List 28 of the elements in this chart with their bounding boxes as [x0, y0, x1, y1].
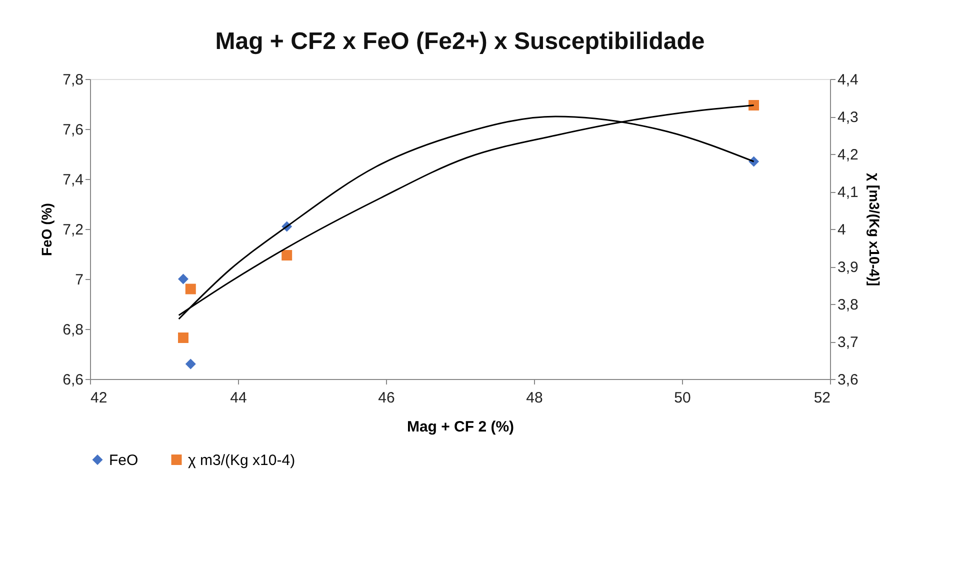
legend-label: FeO [109, 452, 138, 469]
y2-tick-label: 3,6 [838, 372, 858, 388]
y-tick-label: 7 [75, 272, 84, 288]
y-axis-title: FeO (%) [38, 203, 55, 256]
y2-tick-label: 4,3 [838, 109, 858, 126]
y2-tick-label: 4,2 [838, 146, 858, 164]
x-tick-label: 44 [230, 390, 247, 406]
y2-axis-title: χ [m3/(Kg x10-4)] [866, 172, 882, 286]
x-tick-label: 48 [526, 390, 543, 406]
y-tick-label: 7,6 [62, 122, 84, 138]
x-tick-label: 50 [674, 390, 691, 406]
y2-tick-label: 4 [838, 222, 846, 238]
y2-tick-label: 4,1 [838, 184, 858, 201]
y2-tick-label: 3,8 [838, 296, 858, 314]
y2-tick-label: 4,4 [838, 72, 858, 88]
y2-tick-label: 3,9 [838, 259, 858, 276]
y-tick-label: 7,2 [62, 222, 84, 238]
y2-tick-label: 3,7 [838, 334, 858, 351]
x-tick-label: 52 [814, 390, 830, 406]
y-tick-label: 7,8 [62, 72, 84, 88]
chart-title: Mag + CF2 x FeO (Fe2+) x Susceptibilidade [215, 28, 705, 55]
x-tick-label: 46 [378, 390, 395, 406]
y-tick-label: 7,4 [62, 172, 84, 188]
y-tick-label: 6,6 [62, 372, 84, 388]
legend-label: χ m3/(Kg x10-4) [188, 452, 296, 469]
x-tick-label: 42 [90, 390, 108, 406]
x-axis-title: Mag + CF 2 (%) [406, 418, 514, 436]
y-tick-label: 6,8 [62, 322, 84, 338]
